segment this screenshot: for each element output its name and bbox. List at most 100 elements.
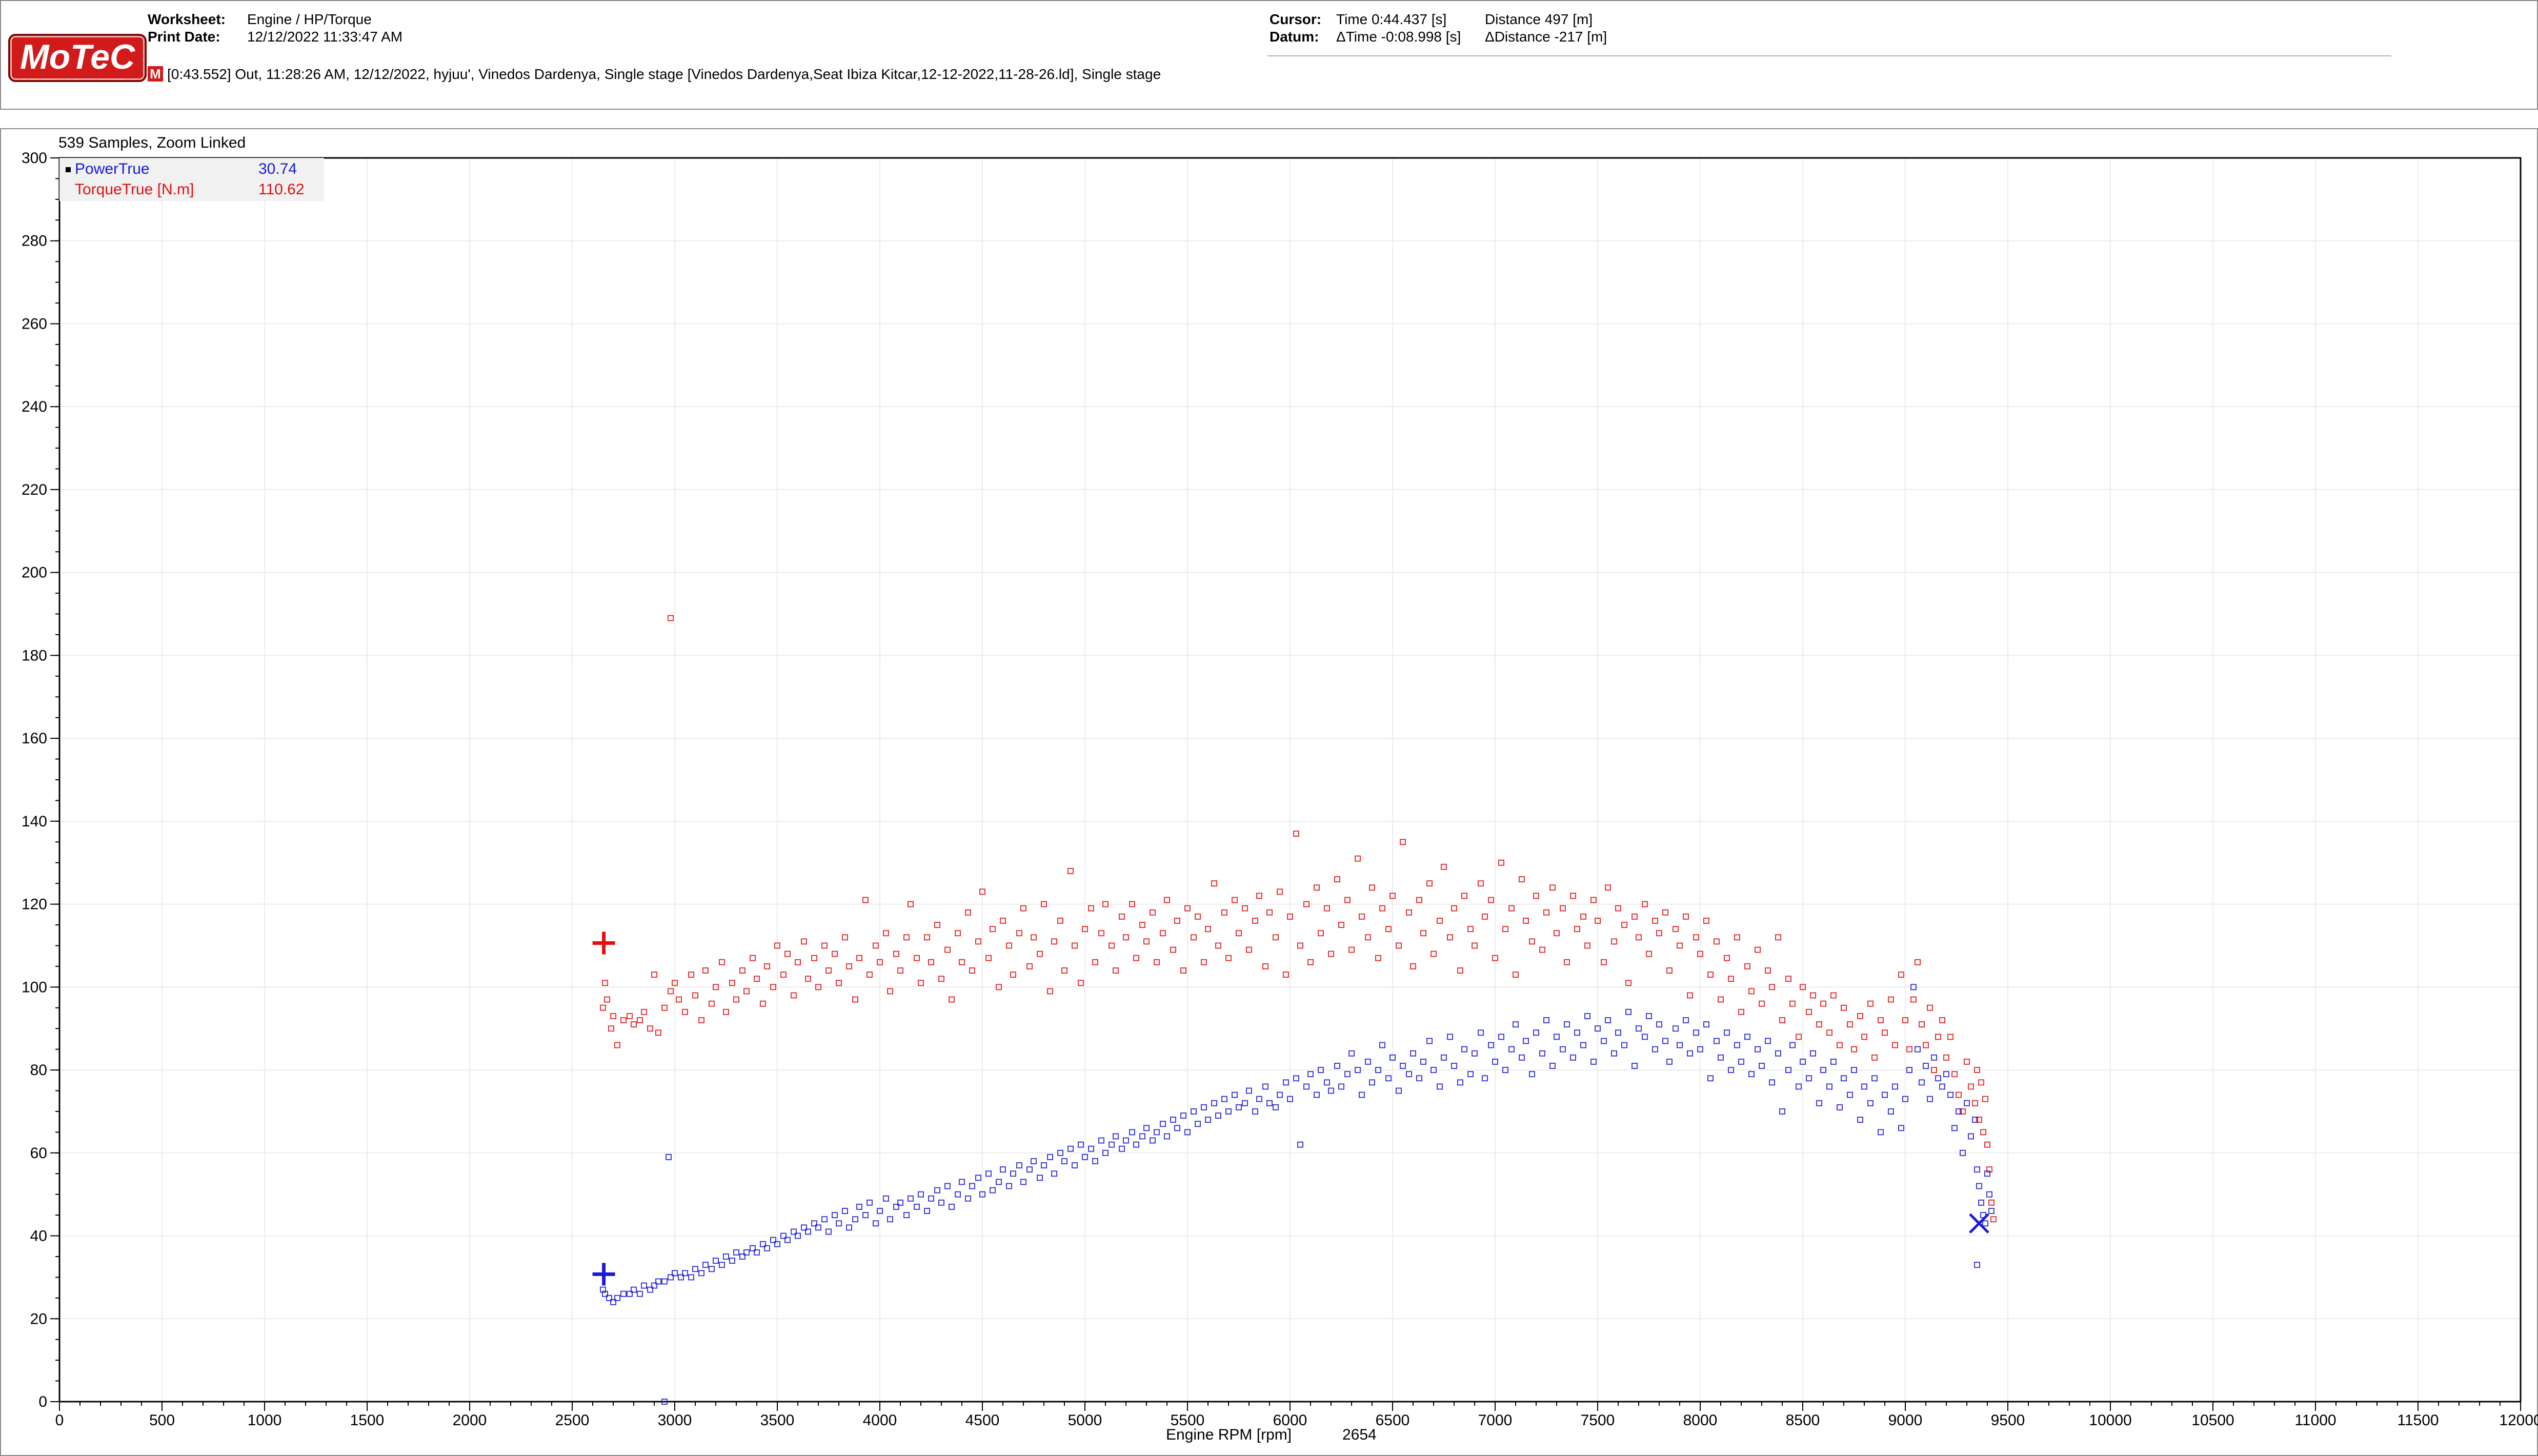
data-point xyxy=(1683,1017,1689,1024)
data-point xyxy=(1595,1025,1601,1032)
data-point xyxy=(1051,938,1057,945)
data-point xyxy=(1379,905,1385,912)
data-point xyxy=(1898,1125,1904,1131)
data-point xyxy=(641,1282,647,1289)
data-point xyxy=(1523,917,1529,924)
data-point xyxy=(1385,926,1392,933)
data-point xyxy=(620,1290,627,1297)
data-point xyxy=(780,1232,787,1239)
data-point xyxy=(1119,1145,1125,1152)
data-point xyxy=(760,1000,766,1007)
data-point xyxy=(647,1025,653,1032)
data-point xyxy=(602,980,608,986)
data-point xyxy=(719,959,725,965)
data-point xyxy=(743,988,750,995)
data-point xyxy=(897,1199,903,1206)
data-point xyxy=(770,1237,776,1243)
data-point xyxy=(1447,1034,1453,1040)
data-point xyxy=(1109,1141,1115,1148)
data-point xyxy=(1906,1067,1912,1074)
y-tick-label: 180 xyxy=(22,647,47,664)
data-point xyxy=(1328,1087,1334,1094)
data-point xyxy=(764,963,770,969)
x-tick-label: 1000 xyxy=(248,1412,282,1429)
x-tick-label: 11500 xyxy=(2397,1412,2439,1429)
data-point xyxy=(1915,1046,1921,1053)
data-point xyxy=(1406,1071,1412,1078)
data-point xyxy=(1605,1017,1611,1024)
data-point xyxy=(1359,913,1365,920)
data-point xyxy=(1523,1038,1529,1044)
x-tick-label: 6500 xyxy=(1376,1412,1410,1429)
data-point xyxy=(1375,955,1381,961)
data-point xyxy=(1529,938,1535,945)
data-point xyxy=(1847,1091,1853,1098)
data-point xyxy=(1365,934,1371,941)
data-point xyxy=(1150,909,1156,916)
data-point xyxy=(1580,913,1586,920)
chart-legend[interactable]: PowerTrue 30.74 TorqueTrue [N.m] 110.62 xyxy=(59,158,324,201)
data-point xyxy=(1539,946,1545,953)
data-point xyxy=(1960,1149,1966,1156)
data-point xyxy=(1990,1216,1997,1223)
data-point xyxy=(610,1299,616,1305)
legend-item-power[interactable]: PowerTrue 30.74 xyxy=(65,159,321,179)
data-point xyxy=(1205,1117,1211,1123)
data-point xyxy=(1385,1075,1392,1082)
data-point xyxy=(1951,1071,1958,1078)
data-point xyxy=(1935,1034,1941,1040)
data-point xyxy=(908,1195,914,1202)
data-point xyxy=(1734,934,1740,941)
data-point xyxy=(1888,996,1894,1003)
data-point xyxy=(698,1017,704,1024)
legend-item-torque[interactable]: TorqueTrue [N.m] 110.62 xyxy=(65,179,321,200)
data-point xyxy=(668,615,674,621)
data-point xyxy=(770,984,776,990)
data-point xyxy=(1662,909,1668,916)
worksheet-value: Engine / HP/Torque xyxy=(247,11,372,27)
data-point xyxy=(1109,942,1115,949)
data-point xyxy=(1939,1017,1945,1024)
x-tick-label: 8000 xyxy=(1683,1412,1718,1429)
data-point xyxy=(1666,967,1673,974)
data-point xyxy=(1976,1183,1982,1189)
data-point xyxy=(1041,1162,1047,1169)
data-point xyxy=(1396,942,1402,949)
data-point xyxy=(1974,1166,1980,1173)
data-point xyxy=(1861,1083,1867,1090)
x-tick-label: 6000 xyxy=(1273,1412,1307,1429)
data-point xyxy=(1431,951,1437,957)
data-point xyxy=(1800,984,1806,990)
data-point xyxy=(873,942,879,949)
data-point xyxy=(1513,972,1519,978)
data-point xyxy=(1406,909,1412,916)
data-point xyxy=(1221,909,1227,916)
data-point xyxy=(1078,980,1084,986)
data-point xyxy=(1365,1058,1371,1065)
data-point xyxy=(1067,867,1074,874)
data-point xyxy=(1006,942,1012,949)
data-point xyxy=(1037,1175,1043,1181)
data-point xyxy=(1191,934,1197,941)
data-point xyxy=(1816,1100,1822,1106)
data-point xyxy=(1519,876,1525,883)
data-point xyxy=(1986,1191,1992,1198)
data-point xyxy=(1707,972,1714,978)
data-point xyxy=(1915,959,1921,965)
data-point xyxy=(713,1258,719,1264)
x-tick-label: 8500 xyxy=(1786,1412,1820,1429)
data-point xyxy=(651,972,657,978)
datum-label: Datum: xyxy=(1270,29,1319,45)
data-point xyxy=(873,1220,879,1227)
data-point xyxy=(1211,1100,1217,1106)
data-point xyxy=(1508,905,1515,912)
data-point xyxy=(1580,1042,1586,1048)
data-point xyxy=(1947,1091,1953,1098)
data-point xyxy=(1355,855,1361,862)
data-point xyxy=(1892,1083,1898,1090)
data-point xyxy=(908,901,914,907)
data-point xyxy=(1806,1075,1812,1082)
datum-cross-b xyxy=(1969,1213,1989,1234)
outing-info[interactable]: [0:43.552] Out, 11:28:26 AM, 12/12/2022,… xyxy=(167,66,1161,82)
